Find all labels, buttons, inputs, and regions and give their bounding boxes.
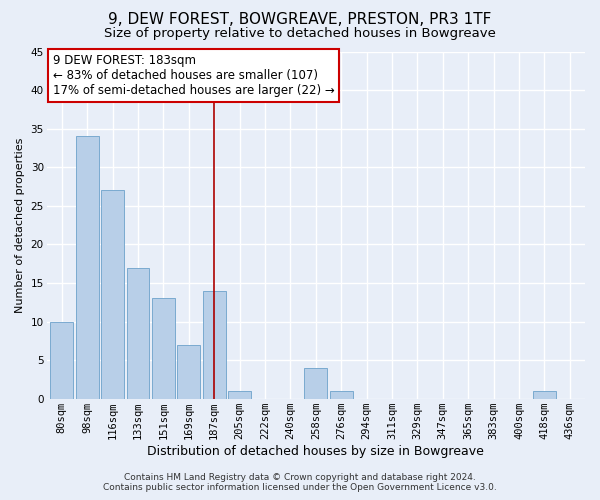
Text: 9 DEW FOREST: 183sqm
← 83% of detached houses are smaller (107)
17% of semi-deta: 9 DEW FOREST: 183sqm ← 83% of detached h… bbox=[53, 54, 335, 97]
Text: Contains HM Land Registry data © Crown copyright and database right 2024.
Contai: Contains HM Land Registry data © Crown c… bbox=[103, 473, 497, 492]
X-axis label: Distribution of detached houses by size in Bowgreave: Distribution of detached houses by size … bbox=[148, 444, 484, 458]
Bar bbox=[304, 368, 327, 398]
Bar bbox=[76, 136, 98, 398]
Bar bbox=[50, 322, 73, 398]
Y-axis label: Number of detached properties: Number of detached properties bbox=[15, 138, 25, 313]
Bar bbox=[101, 190, 124, 398]
Bar bbox=[178, 344, 200, 399]
Bar bbox=[533, 391, 556, 398]
Bar bbox=[203, 290, 226, 399]
Bar bbox=[127, 268, 149, 398]
Bar bbox=[228, 391, 251, 398]
Text: Size of property relative to detached houses in Bowgreave: Size of property relative to detached ho… bbox=[104, 28, 496, 40]
Text: 9, DEW FOREST, BOWGREAVE, PRESTON, PR3 1TF: 9, DEW FOREST, BOWGREAVE, PRESTON, PR3 1… bbox=[109, 12, 491, 28]
Bar bbox=[152, 298, 175, 398]
Bar bbox=[330, 391, 353, 398]
